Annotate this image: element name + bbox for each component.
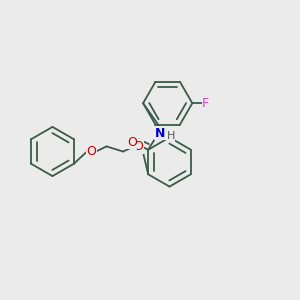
Text: H: H bbox=[167, 131, 175, 141]
Text: O: O bbox=[127, 136, 136, 149]
Text: N: N bbox=[155, 127, 165, 140]
Text: O: O bbox=[133, 140, 143, 153]
Text: F: F bbox=[202, 97, 209, 110]
Text: O: O bbox=[87, 145, 96, 158]
